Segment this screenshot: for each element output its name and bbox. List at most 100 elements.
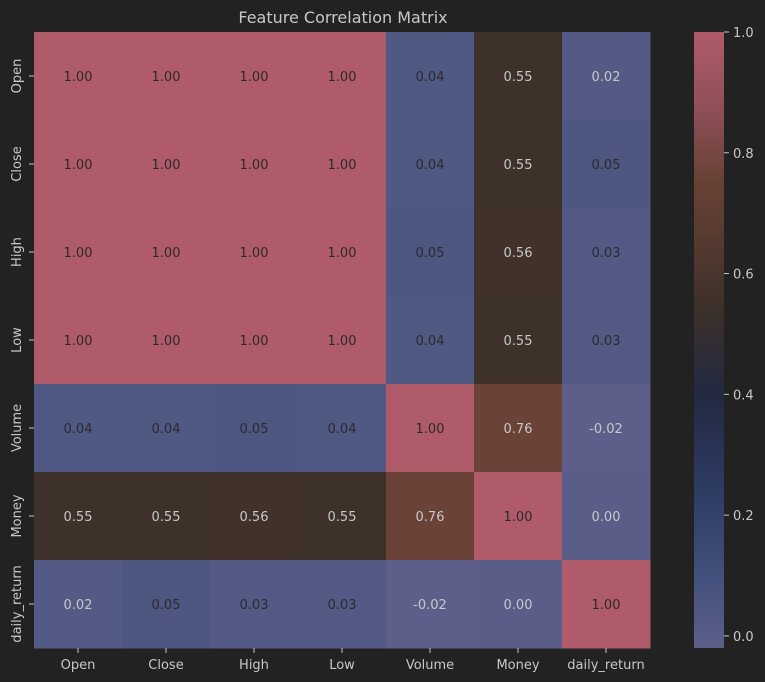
cell-value-label: 1.00 — [152, 158, 181, 173]
cell-value-label: 0.05 — [416, 246, 445, 261]
cell-value-label: 1.00 — [64, 246, 93, 261]
heatmap-cell — [298, 560, 387, 649]
cell-value-label: 1.00 — [64, 334, 93, 349]
heatmap-cell — [298, 208, 387, 297]
y-tick-label: Volume — [10, 404, 25, 452]
cell-value-label: 0.76 — [416, 510, 445, 525]
heatmap-cell — [474, 120, 563, 209]
cell-value-label: 1.00 — [328, 334, 357, 349]
cell-value-label: 1.00 — [152, 334, 181, 349]
colorbar-tick-label: 0.4 — [733, 388, 754, 403]
y-tick-label: daily_return — [10, 565, 25, 642]
heatmap-cell — [298, 472, 387, 561]
heatmap-cell — [386, 296, 475, 385]
heatmap-cells — [34, 32, 651, 649]
cell-value-label: 0.04 — [328, 422, 357, 437]
cell-value-label: 0.55 — [504, 70, 533, 85]
cell-value-label: 0.03 — [328, 598, 357, 613]
heatmap-cell — [122, 296, 211, 385]
y-axis-ticks: Open Close High Low Volume Money daily_return — [10, 59, 34, 643]
heatmap-cell — [210, 560, 299, 649]
y-tick-label: Open — [10, 59, 25, 94]
heatmap-cell — [562, 208, 651, 297]
cell-value-label: 0.00 — [592, 510, 621, 525]
heatmap-cell — [210, 384, 299, 473]
cell-value-label: 0.02 — [592, 70, 621, 85]
cell-value-label: 1.00 — [240, 158, 269, 173]
cell-value-label: 0.04 — [416, 70, 445, 85]
heatmap-cell — [386, 120, 475, 209]
cell-value-label: 0.04 — [152, 422, 181, 437]
cell-value-label: 0.55 — [328, 510, 357, 525]
colorbar-tick-label: 0.0 — [733, 630, 754, 645]
heatmap-cell — [386, 208, 475, 297]
heatmap-cell — [474, 208, 563, 297]
heatmap-cell — [298, 384, 387, 473]
cell-value-label: 0.05 — [152, 598, 181, 613]
heatmap-cell — [474, 32, 563, 121]
cell-value-label: 0.56 — [240, 510, 269, 525]
cell-value-label: 1.00 — [328, 70, 357, 85]
cell-value-label: 1.00 — [328, 158, 357, 173]
x-tick-label: daily_return — [567, 658, 644, 673]
heatmap-cell — [34, 120, 123, 209]
heatmap-cell — [298, 32, 387, 121]
cell-value-label: 1.00 — [592, 598, 621, 613]
y-tick-label: Low — [10, 327, 25, 353]
colorbar-tick-label: 0.8 — [733, 147, 754, 162]
chart-title: Feature Correlation Matrix — [238, 8, 447, 27]
cell-value-label: 0.03 — [592, 334, 621, 349]
heatmap-cell — [34, 296, 123, 385]
y-tick-label: Close — [10, 146, 25, 181]
y-tick-label: Money — [10, 494, 25, 537]
colorbar-tick-label: 0.6 — [733, 268, 754, 283]
cell-value-label: 0.04 — [64, 422, 93, 437]
heatmap-cell — [210, 472, 299, 561]
cell-value-label: 0.03 — [592, 246, 621, 261]
cell-value-label: 0.04 — [416, 158, 445, 173]
heatmap-cell — [34, 472, 123, 561]
heatmap-cell — [474, 560, 563, 649]
colorbar-tick-label: 1.0 — [733, 26, 754, 41]
cell-value-label: 0.05 — [592, 158, 621, 173]
cell-value-label: 0.04 — [416, 334, 445, 349]
heatmap-cell — [122, 120, 211, 209]
heatmap-cell — [562, 32, 651, 121]
x-tick-label: Close — [148, 658, 183, 673]
heatmap-cell — [34, 208, 123, 297]
heatmap-cell — [298, 296, 387, 385]
cell-value-label: 0.56 — [504, 246, 533, 261]
heatmap-cell — [386, 472, 475, 561]
x-axis-ticks: Open Close High Low Volume Money daily_return — [61, 648, 645, 673]
cell-value-label: -0.02 — [413, 598, 447, 613]
heatmap-cell — [122, 384, 211, 473]
cell-value-label: 0.55 — [504, 158, 533, 173]
heatmap-cell — [298, 120, 387, 209]
cell-value-label: 0.76 — [504, 422, 533, 437]
heatmap-cell — [210, 32, 299, 121]
heatmap-cell — [474, 472, 563, 561]
heatmap-cell — [474, 296, 563, 385]
heatmap-cell — [210, 208, 299, 297]
heatmap-cell — [210, 296, 299, 385]
cell-value-label: 0.55 — [504, 334, 533, 349]
heatmap-cell — [386, 32, 475, 121]
cell-value-label: 1.00 — [240, 246, 269, 261]
colorbar-tick-label: 0.2 — [733, 509, 754, 524]
heatmap-annotations: 1.00 1.00 1.00 1.00 0.04 0.55 0.02 1.00 1.00 1.00… — [64, 70, 623, 613]
heatmap-cell — [562, 384, 651, 473]
colorbar-ticks: 0.0 0.2 0.4 0.6 0.8 1.0 — [724, 26, 754, 645]
cell-value-label: 1.00 — [328, 246, 357, 261]
heatmap-cell — [122, 208, 211, 297]
x-tick-label: Open — [61, 658, 96, 673]
heatmap-cell — [562, 120, 651, 209]
heatmap-cell — [474, 384, 563, 473]
cell-value-label: 1.00 — [152, 246, 181, 261]
cell-value-label: 1.00 — [504, 510, 533, 525]
x-tick-label: High — [239, 658, 269, 673]
cell-value-label: 0.02 — [64, 598, 93, 613]
heatmap-cell — [34, 384, 123, 473]
cell-value-label: 0.03 — [240, 598, 269, 613]
heatmap-cell — [34, 560, 123, 649]
